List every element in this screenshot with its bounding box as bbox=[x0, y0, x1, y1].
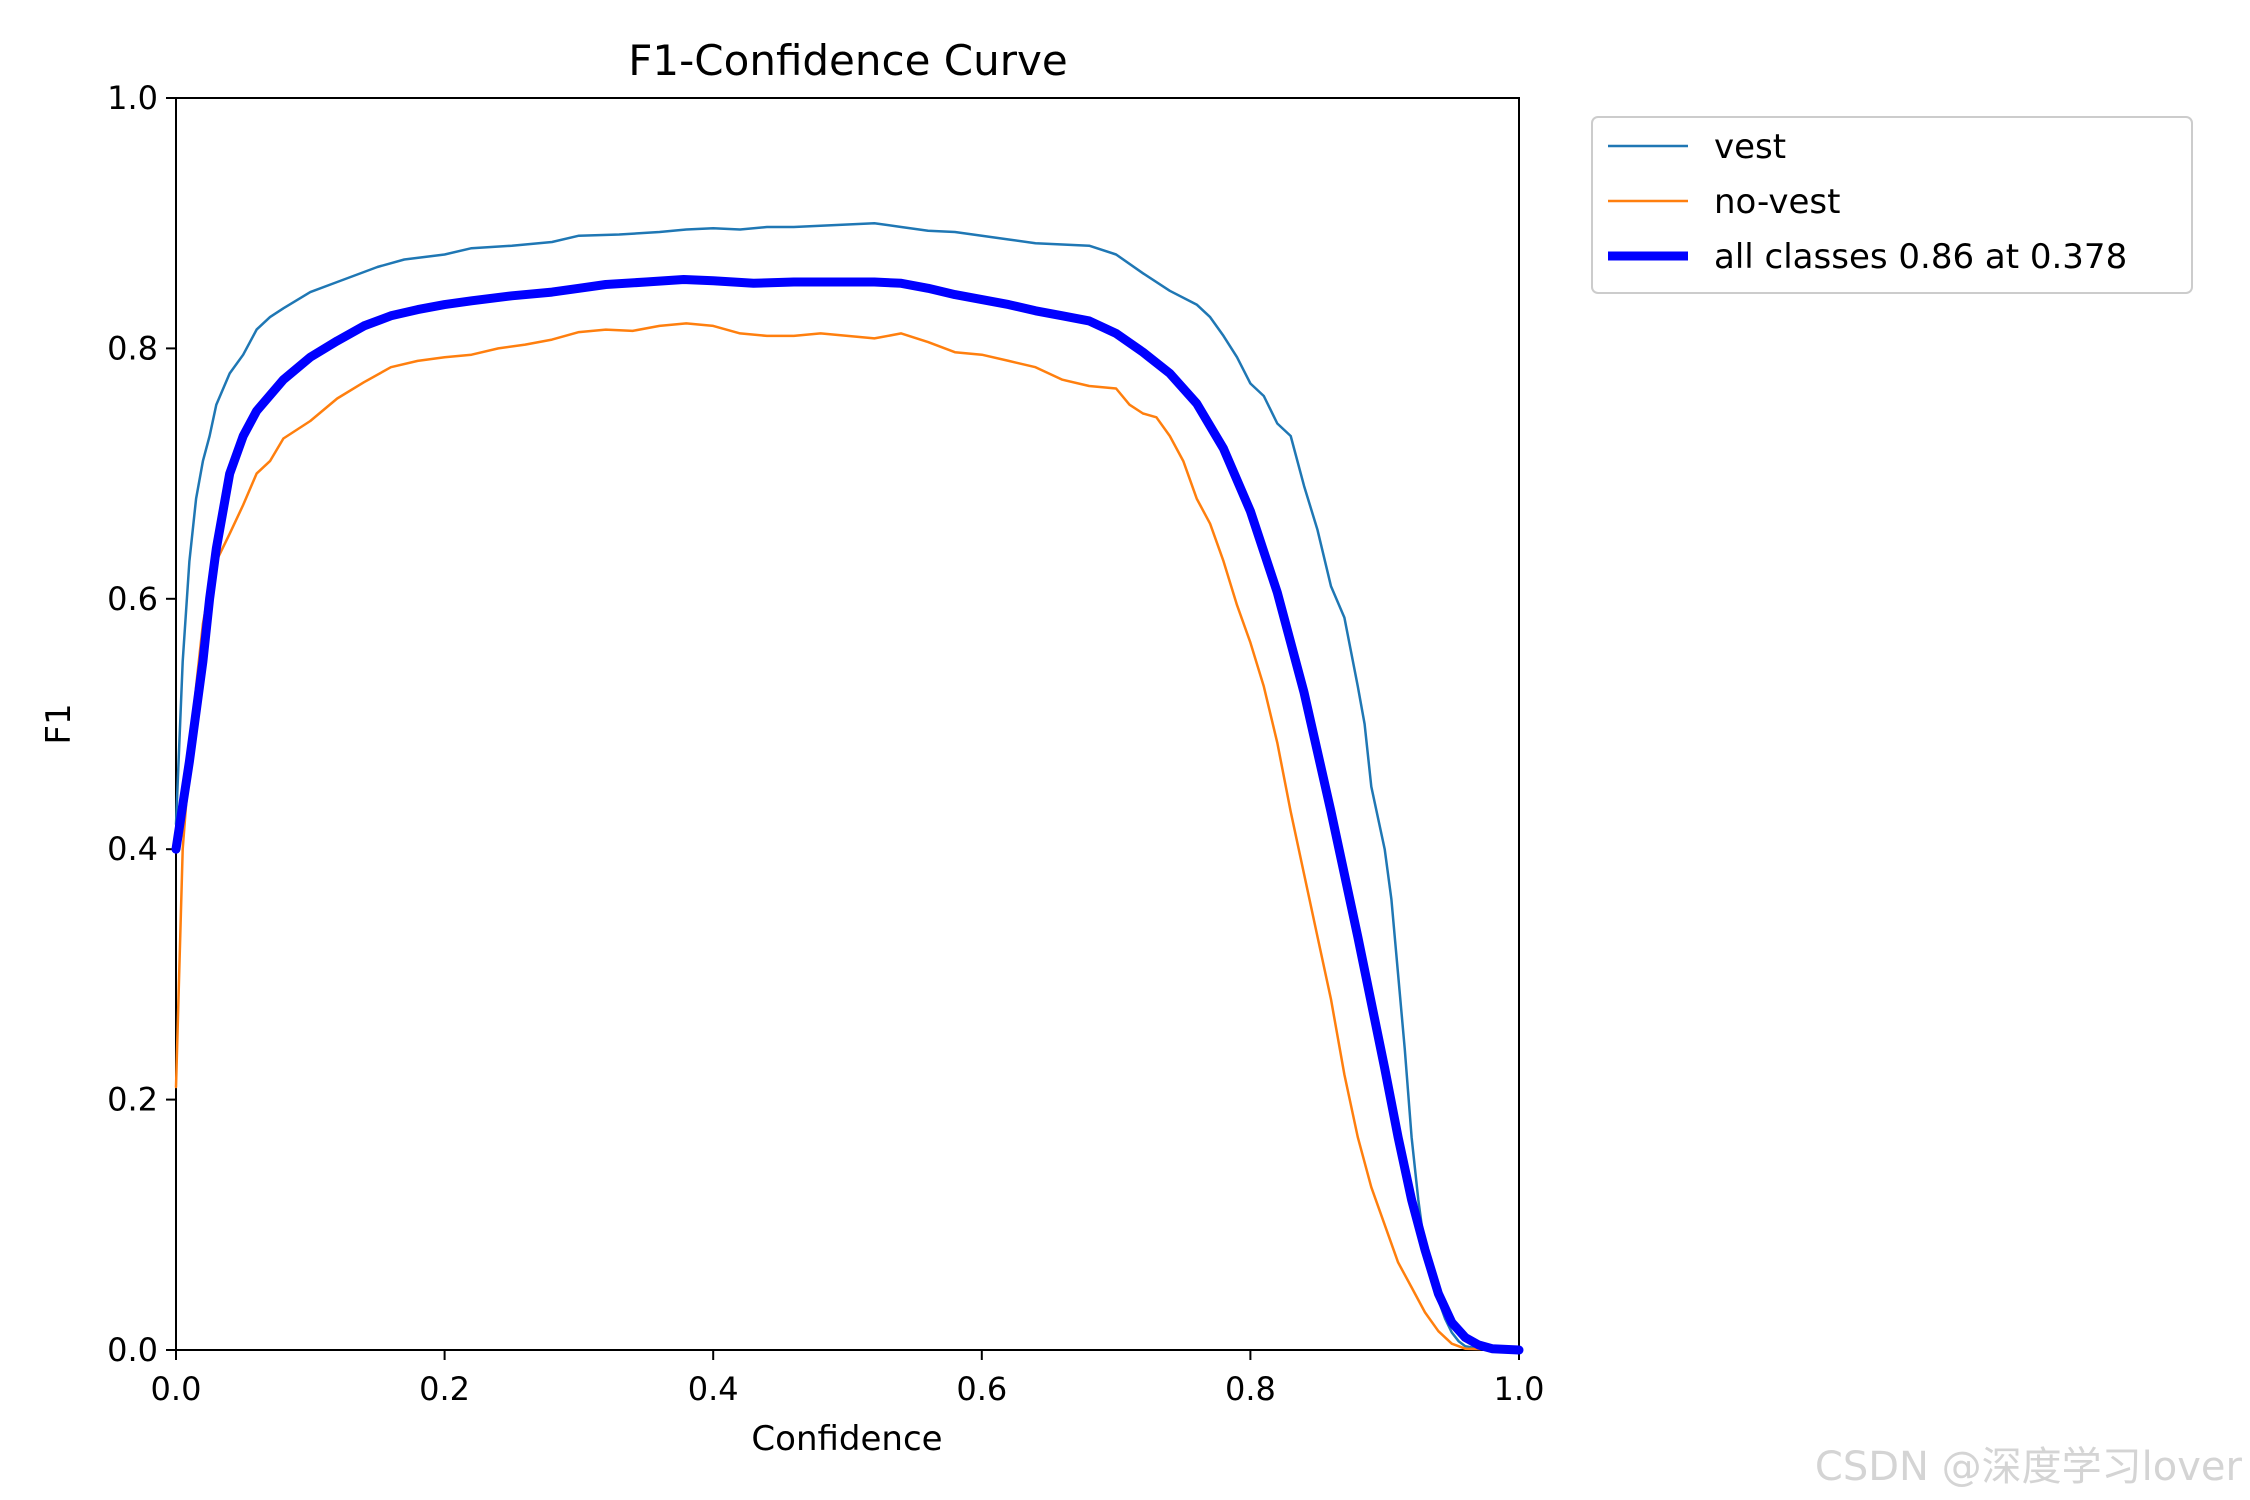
x-axis-ticks: 0.0 0.2 0.4 0.6 0.8 1.0 bbox=[151, 1350, 1545, 1408]
legend-label-no-vest: no-vest bbox=[1714, 182, 1840, 222]
y-tick-label: 0.2 bbox=[107, 1081, 158, 1119]
series-line-all-classes bbox=[171, 275, 1524, 1355]
y-tick-label: 0.8 bbox=[107, 329, 158, 367]
x-tick-label: 1.0 bbox=[1494, 1370, 1545, 1408]
series-layer bbox=[171, 221, 1524, 1355]
csdn-watermark: CSDN @深度学习lover bbox=[1815, 1444, 2243, 1490]
chart-title: F1-Confidence Curve bbox=[628, 36, 1067, 85]
y-tick-label: 0.6 bbox=[107, 580, 158, 618]
x-tick-label: 0.8 bbox=[1225, 1370, 1276, 1408]
x-tick-label: 0.0 bbox=[151, 1370, 202, 1408]
x-tick-label: 0.4 bbox=[688, 1370, 739, 1408]
y-axis-ticks: 0.0 0.2 0.4 0.6 0.8 1.0 bbox=[107, 79, 176, 1369]
plot-area bbox=[175, 97, 1520, 1351]
legend: vest no-vest all classes 0.86 at 0.378 bbox=[1591, 116, 2193, 294]
y-tick-label: 0.0 bbox=[107, 1331, 158, 1369]
legend-label-vest: vest bbox=[1714, 127, 1786, 167]
y-tick-label: 0.4 bbox=[107, 830, 158, 868]
series-line-no-vest bbox=[174, 322, 1521, 1352]
x-tick-label: 0.2 bbox=[419, 1370, 470, 1408]
x-axis-label: Confidence bbox=[751, 1419, 942, 1459]
y-tick-label: 1.0 bbox=[107, 79, 158, 117]
x-tick-label: 0.6 bbox=[956, 1370, 1007, 1408]
y-axis-label: F1 bbox=[39, 703, 79, 744]
legend-box bbox=[1591, 116, 2193, 294]
series-line-vest bbox=[174, 221, 1521, 1352]
legend-label-all-classes: all classes 0.86 at 0.378 bbox=[1714, 237, 2127, 277]
